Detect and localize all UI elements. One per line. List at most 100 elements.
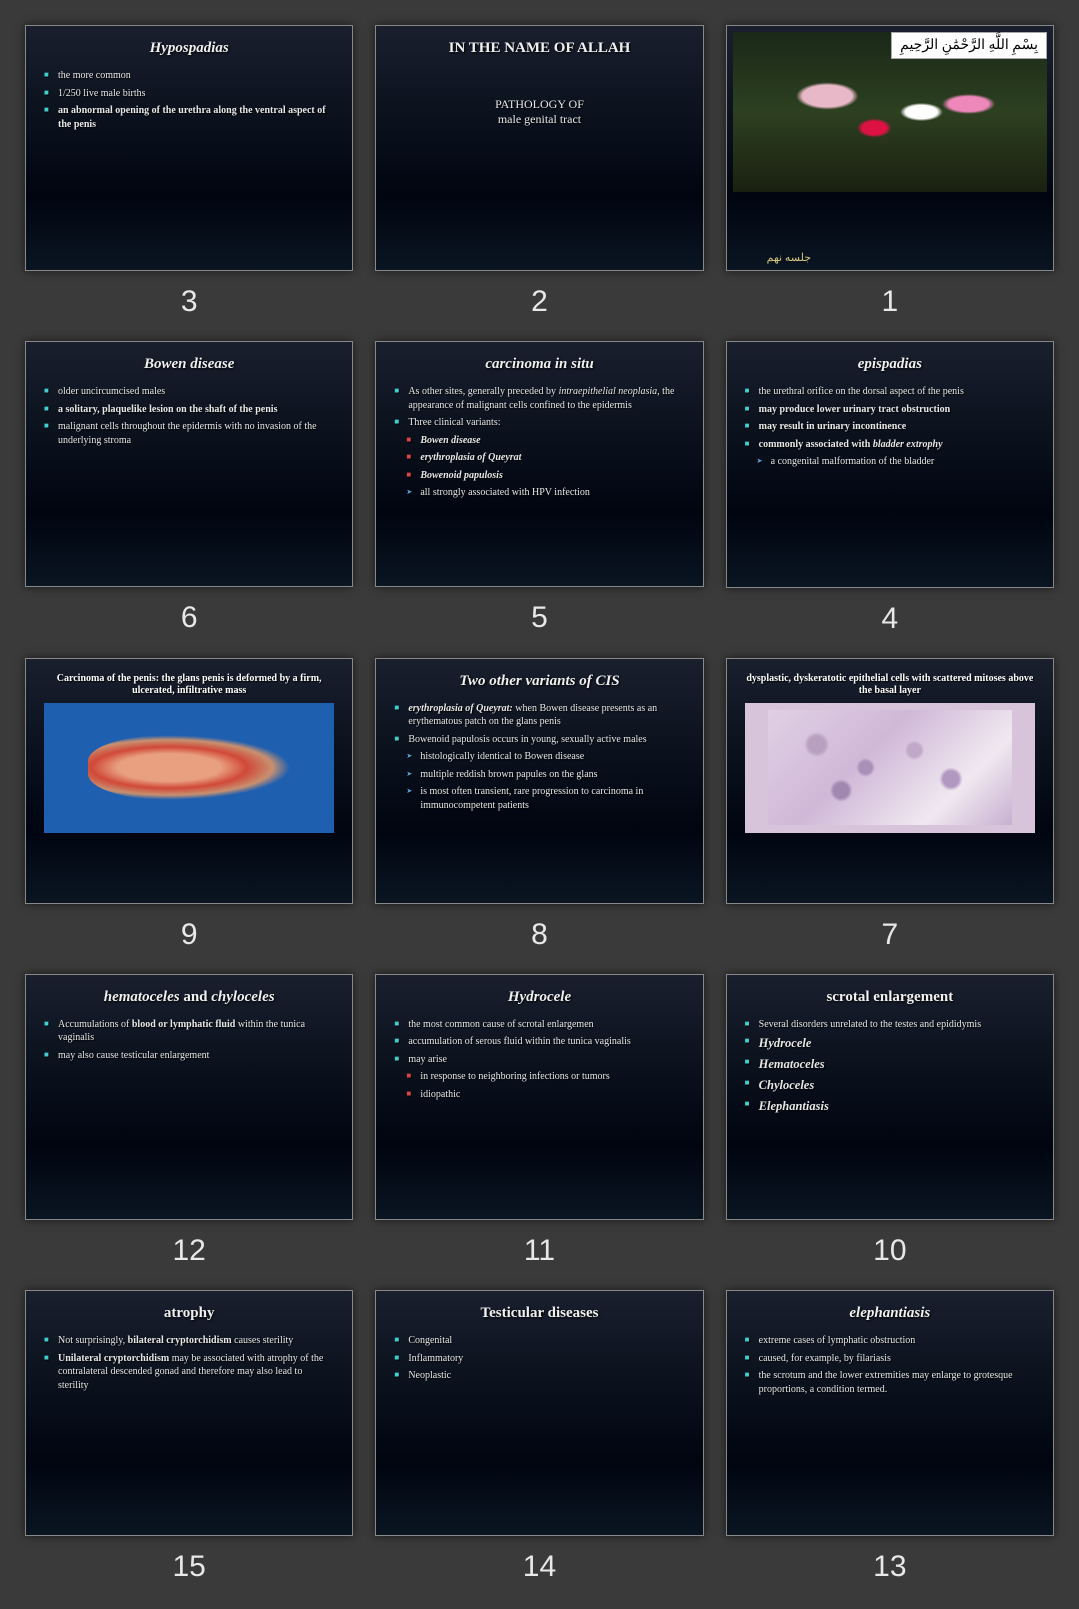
slide-number: 4 <box>881 602 898 636</box>
slide-title: Two other variants of CIS <box>394 673 684 690</box>
slide-wrap-3: Hypospadiasthe more common1/250 live mal… <box>25 25 353 319</box>
bullet-item: the most common cause of scrotal enlarge… <box>394 1018 684 1032</box>
bullet-list: As other sites, generally preceded by in… <box>394 385 684 500</box>
bullet-item: may also cause testicular enlargement <box>44 1049 334 1063</box>
slide-number: 13 <box>873 1550 906 1584</box>
bullet-item: 1/250 live male births <box>44 87 334 101</box>
bullet-item: a solitary, plaquelike lesion on the sha… <box>44 403 334 417</box>
slide-wrap-7: dysplastic, dyskeratotic epithelial cell… <box>726 658 1054 952</box>
bullet-item: Accumulations of blood or lymphatic flui… <box>44 1018 334 1045</box>
bullet-item: Hematoceles <box>745 1056 1035 1073</box>
bullet-item: idiopathic <box>394 1088 684 1102</box>
bullet-item: may produce lower urinary tract obstruct… <box>745 403 1035 417</box>
slide-wrap-6: Bowen disease older uncircumcised males a … <box>25 341 353 635</box>
bullet-item: accumulation of serous fluid within the … <box>394 1035 684 1049</box>
slide-11[interactable]: Hydrocelethe most common cause of scrota… <box>375 974 703 1220</box>
slide-caption: Carcinoma of the penis: the glans penis … <box>44 673 334 697</box>
bullet-item: older uncircumcised males <box>44 385 334 399</box>
session-label: جلسه نهم <box>767 251 811 264</box>
bullet-item: a congenital malformation of the bladder <box>745 455 1035 469</box>
bullet-item: the more common <box>44 69 334 83</box>
bullet-item: Bowenoid papulosis occurs in young, sexu… <box>394 733 684 747</box>
slide-wrap-1: بِسْمِ اللَّهِ الرَّحْمَٰنِ الرَّحِيمِ جل… <box>726 25 1054 319</box>
slide-center-text: PATHOLOGY OFmale genital tract <box>394 97 684 127</box>
slide-number: 3 <box>181 285 198 319</box>
bullet-list: Several disorders unrelated to the teste… <box>745 1018 1035 1115</box>
slide-number: 11 <box>524 1234 555 1268</box>
slide-wrap-10: scrotal enlargement Several disorders unr… <box>726 974 1054 1268</box>
slide-14[interactable]: Testicular diseasesCongenitalInflammator… <box>375 1290 703 1536</box>
slide-wrap-13: elephantiasis extreme cases of lymphatic … <box>726 1290 1054 1584</box>
slide-title: hematoceles and chyloceles <box>44 989 334 1006</box>
bullet-list: older uncircumcised males a solitary, pla… <box>44 385 334 447</box>
slide-15[interactable]: atrophy Not surprisingly, bilateral crypt… <box>25 1290 353 1536</box>
bullet-item: extreme cases of lymphatic obstruction <box>745 1334 1035 1348</box>
bullet-item: histologically identical to Bowen diseas… <box>394 750 684 764</box>
bullet-list: Congenital Inflammatory Neoplastic <box>394 1334 684 1383</box>
bullet-item: Several disorders unrelated to the teste… <box>745 1018 1035 1032</box>
bullet-item: is most often transient, rare progressio… <box>394 785 684 812</box>
bullet-item: erythroplasia of Queyrat <box>394 451 684 465</box>
slide-6[interactable]: Bowen disease older uncircumcised males a … <box>25 341 353 587</box>
slide-number: 8 <box>531 918 548 952</box>
slide-5[interactable]: carcinoma in situ As other sites, general… <box>375 341 703 587</box>
slide-4[interactable]: epispadias the urethral orifice on the do… <box>726 341 1054 587</box>
slide-title: carcinoma in situ <box>394 356 684 373</box>
slide-wrap-5: carcinoma in situ As other sites, general… <box>375 341 703 635</box>
slide-number: 15 <box>172 1550 205 1584</box>
bullet-item: commonly associated with bladder extroph… <box>745 438 1035 452</box>
bismillah-stamp: بِسْمِ اللَّهِ الرَّحْمَٰنِ الرَّحِيمِ <box>891 32 1047 59</box>
bullet-item: Inflammatory <box>394 1352 684 1366</box>
bullet-list: the urethral orifice on the dorsal aspec… <box>745 385 1035 469</box>
slide-wrap-15: atrophy Not surprisingly, bilateral crypt… <box>25 1290 353 1584</box>
bullet-item: all strongly associated with HPV infecti… <box>394 486 684 500</box>
slide-wrap-8: Two other variants of CIS erythroplasia o… <box>375 658 703 952</box>
bullet-item: may arise <box>394 1053 684 1067</box>
slide-3[interactable]: Hypospadiasthe more common1/250 live mal… <box>25 25 353 271</box>
slide-wrap-14: Testicular diseasesCongenitalInflammator… <box>375 1290 703 1584</box>
bullet-item: Unilateral cryptorchidism may be associa… <box>44 1352 334 1393</box>
bullet-item: Congenital <box>394 1334 684 1348</box>
slide-title: atrophy <box>44 1305 334 1322</box>
slide-10[interactable]: scrotal enlargement Several disorders unr… <box>726 974 1054 1220</box>
slide-2[interactable]: IN THE NAME OF ALLAH PATHOLOGY OFmale gen… <box>375 25 703 271</box>
bullet-list: the most common cause of scrotal enlarge… <box>394 1018 684 1102</box>
bullet-list: extreme cases of lymphatic obstructionca… <box>745 1334 1035 1396</box>
bullet-list: the more common1/250 live male birthsan … <box>44 69 334 131</box>
bullet-item: the scrotum and the lower extremities ma… <box>745 1369 1035 1396</box>
slide-title: Bowen disease <box>44 356 334 373</box>
slide-title: epispadias <box>745 356 1035 373</box>
bullet-item: Bowenoid papulosis <box>394 469 684 483</box>
slide-title: scrotal enlargement <box>745 989 1035 1006</box>
bullet-list: Accumulations of blood or lymphatic flui… <box>44 1018 334 1063</box>
bullet-item: Three clinical variants: <box>394 416 684 430</box>
bullet-item: erythroplasia of Queyrat: when Bowen dis… <box>394 702 684 729</box>
slide-title: elephantiasis <box>745 1305 1035 1322</box>
slide-12[interactable]: hematoceles and chyloceles Accumulations … <box>25 974 353 1220</box>
slide-9[interactable]: Carcinoma of the penis: the glans penis … <box>25 658 353 904</box>
slide-wrap-9: Carcinoma of the penis: the glans penis … <box>25 658 353 952</box>
slide-number: 10 <box>873 1234 906 1268</box>
bullet-item: Neoplastic <box>394 1369 684 1383</box>
slide-number: 12 <box>172 1234 205 1268</box>
bullet-item: may result in urinary incontinence <box>745 420 1035 434</box>
slide-number: 1 <box>881 285 898 319</box>
slide-7[interactable]: dysplastic, dyskeratotic epithelial cell… <box>726 658 1054 904</box>
bullet-item: Not surprisingly, bilateral cryptorchidi… <box>44 1334 334 1348</box>
bullet-list: erythroplasia of Queyrat: when Bowen dis… <box>394 702 684 813</box>
slide-grid: Hypospadiasthe more common1/250 live mal… <box>25 25 1054 1584</box>
bullet-item: Bowen disease <box>394 434 684 448</box>
bullet-list: Not surprisingly, bilateral cryptorchidi… <box>44 1334 334 1392</box>
slide-8[interactable]: Two other variants of CIS erythroplasia o… <box>375 658 703 904</box>
slide-1[interactable]: بِسْمِ اللَّهِ الرَّحْمَٰنِ الرَّحِيمِ جل… <box>726 25 1054 271</box>
slide-number: 9 <box>181 918 198 952</box>
pathology-image <box>44 703 334 833</box>
bullet-item: Elephantiasis <box>745 1098 1035 1115</box>
bullet-item: Chyloceles <box>745 1077 1035 1094</box>
bullet-item: malignant cells throughout the epidermis… <box>44 420 334 447</box>
slide-title: IN THE NAME OF ALLAH <box>394 40 684 57</box>
slide-wrap-4: epispadias the urethral orifice on the do… <box>726 341 1054 635</box>
slide-caption: dysplastic, dyskeratotic epithelial cell… <box>745 673 1035 697</box>
bullet-item: the urethral orifice on the dorsal aspec… <box>745 385 1035 399</box>
slide-13[interactable]: elephantiasis extreme cases of lymphatic … <box>726 1290 1054 1536</box>
